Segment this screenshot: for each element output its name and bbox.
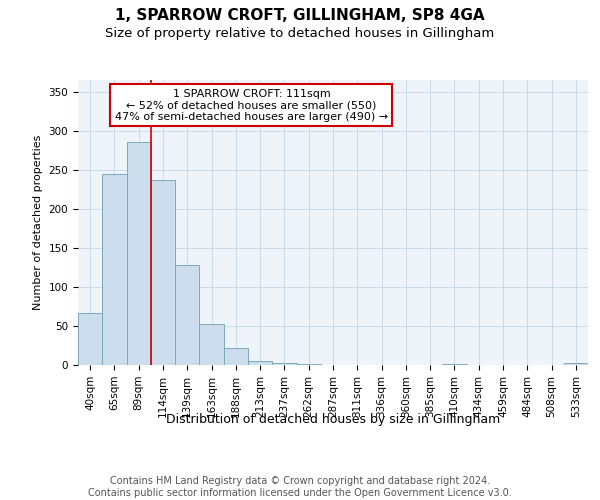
Text: 1, SPARROW CROFT, GILLINGHAM, SP8 4GA: 1, SPARROW CROFT, GILLINGHAM, SP8 4GA [115,8,485,22]
Bar [564,364,588,365]
Bar [151,180,175,365]
Text: Distribution of detached houses by size in Gillingham: Distribution of detached houses by size … [166,412,500,426]
Bar [199,324,224,365]
Bar [248,361,272,365]
Bar [175,265,199,365]
Bar [296,364,321,365]
Bar [102,174,127,365]
Text: Size of property relative to detached houses in Gillingham: Size of property relative to detached ho… [106,28,494,40]
Bar [442,364,467,365]
Bar [127,142,151,365]
Y-axis label: Number of detached properties: Number of detached properties [33,135,43,310]
Bar [224,348,248,365]
Bar [78,312,102,365]
Bar [272,364,296,365]
Text: Contains HM Land Registry data © Crown copyright and database right 2024.
Contai: Contains HM Land Registry data © Crown c… [88,476,512,498]
Text: 1 SPARROW CROFT: 111sqm
← 52% of detached houses are smaller (550)
47% of semi-d: 1 SPARROW CROFT: 111sqm ← 52% of detache… [115,88,388,122]
